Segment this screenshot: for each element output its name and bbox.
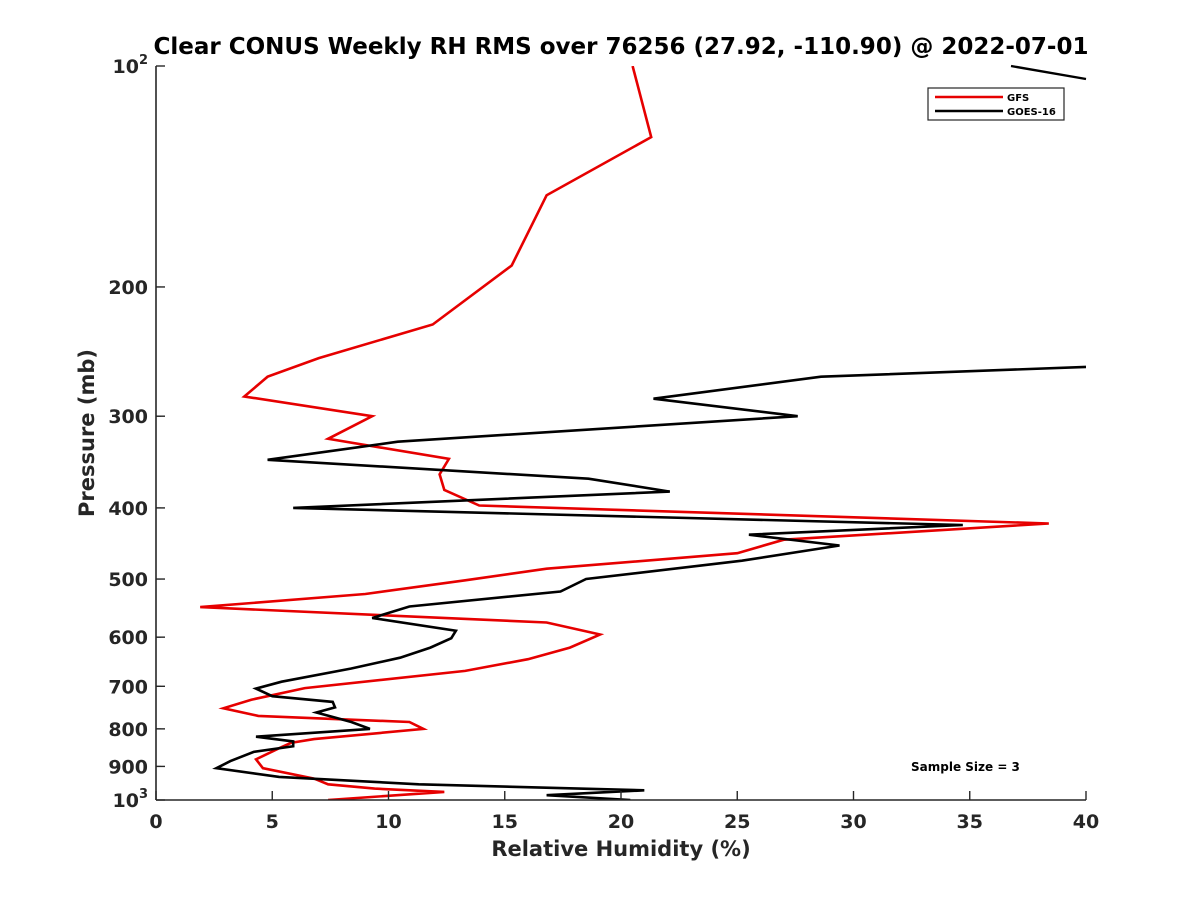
y-tick-label: 500: [108, 569, 148, 591]
legend-label-gfs: GFS: [1007, 93, 1029, 104]
y-tick-label: 600: [108, 627, 148, 649]
y-tick-label: 800: [108, 719, 148, 741]
y-tick-label: 300: [108, 406, 148, 428]
legend: GFS GOES-16: [927, 87, 1065, 121]
x-tick-label: 20: [608, 811, 634, 833]
sample-size-annotation: Sample Size = 3: [911, 760, 1020, 774]
x-ticks: 0 5 10 15 20 25 30 35 40: [149, 791, 1099, 833]
series-line-goes16: [212, 365, 1086, 800]
y-tick-label: 900: [108, 756, 148, 778]
x-tick-label: 35: [957, 811, 983, 833]
y-axis-label: Pressure (mb): [75, 349, 99, 517]
x-tick-label: 0: [149, 811, 162, 833]
y-tick-label: 200: [108, 277, 148, 299]
y-tick-label: 102: [113, 53, 149, 78]
y-tick-label: 400: [108, 498, 148, 520]
x-tick-label: 25: [724, 811, 750, 833]
y-ticks: 102 200 300 400 500 600 700 800 900 103: [108, 53, 165, 812]
x-tick-label: 5: [266, 811, 279, 833]
x-tick-label: 10: [375, 811, 401, 833]
x-tick-label: 40: [1073, 811, 1099, 833]
x-axis-label: Relative Humidity (%): [491, 837, 750, 861]
series-layer: [200, 64, 1087, 800]
chart-title: Clear CONUS Weekly RH RMS over 76256 (27…: [154, 34, 1089, 60]
x-tick-label: 15: [492, 811, 518, 833]
legend-label-goes16: GOES-16: [1007, 107, 1056, 118]
series-line-goes16-top-fragment: [1010, 64, 1087, 81]
y-tick-label: 700: [108, 676, 148, 698]
x-tick-label: 30: [840, 811, 866, 833]
y-tick-label: 103: [113, 787, 149, 812]
legend-box: [927, 87, 1065, 121]
